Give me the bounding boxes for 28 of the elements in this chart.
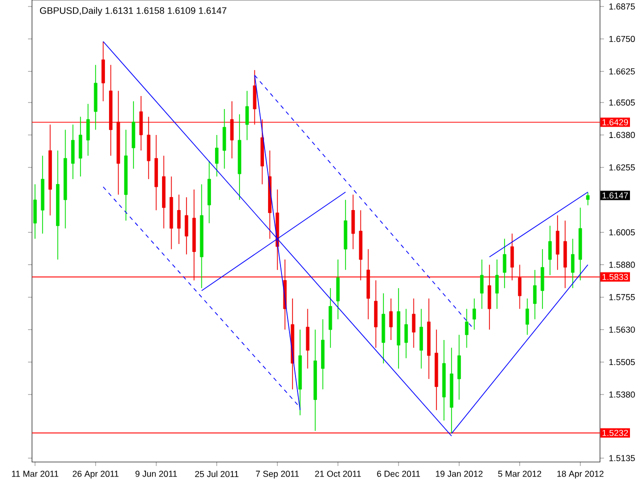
x-tick-label: 5 Mar 2012 xyxy=(498,470,542,477)
text: GBPUSD,Daily 1.6131 1.6158 1.6109 1.6147 xyxy=(40,7,226,16)
x-tick-label: 9 Jun 2011 xyxy=(135,470,177,477)
x-tick-label: 19 Jan 2012 xyxy=(436,470,483,477)
y-tick-label: 1.5880 xyxy=(609,262,635,268)
x-tick-label: 18 Apr 2012 xyxy=(557,470,604,479)
y-tick-label: 1.6625 xyxy=(609,68,635,74)
y-tick-label: 1.6255 xyxy=(609,164,635,170)
y-tick-label: 1.6505 xyxy=(609,99,635,106)
ref-line-label: 1.6429 xyxy=(602,119,628,126)
annotation: 1.6147 xyxy=(602,192,628,199)
x-tick-label: 7 Sep 2011 xyxy=(256,470,299,479)
y-tick-label: 1.5630 xyxy=(609,326,635,333)
y-tick-label: 1.6750 xyxy=(609,36,635,42)
x-tick-label: 26 Apr 2011 xyxy=(72,470,118,479)
y-tick-label: 1.5380 xyxy=(609,391,635,398)
y-tick-label: 1.6005 xyxy=(609,229,635,236)
y-tick-label: 1.5755 xyxy=(609,294,635,300)
ref-line-label: 1.5232 xyxy=(602,430,628,436)
y-tick-label: 1.6380 xyxy=(609,132,635,138)
ref-line-label: 1.5833 xyxy=(602,274,628,280)
x-tick-label: 25 Jul 2011 xyxy=(195,470,238,478)
x-tick-label: 6 Dec 2011 xyxy=(377,470,420,477)
x-tick-label: 21 Oct 2011 xyxy=(315,470,361,477)
y-tick-label: 1.5135 xyxy=(609,455,635,462)
y-tick-label: 1.5505 xyxy=(609,359,635,366)
y-tick-label: 1.6875 xyxy=(609,3,635,10)
x-tick-label: 11 Mar 2011 xyxy=(12,470,58,477)
